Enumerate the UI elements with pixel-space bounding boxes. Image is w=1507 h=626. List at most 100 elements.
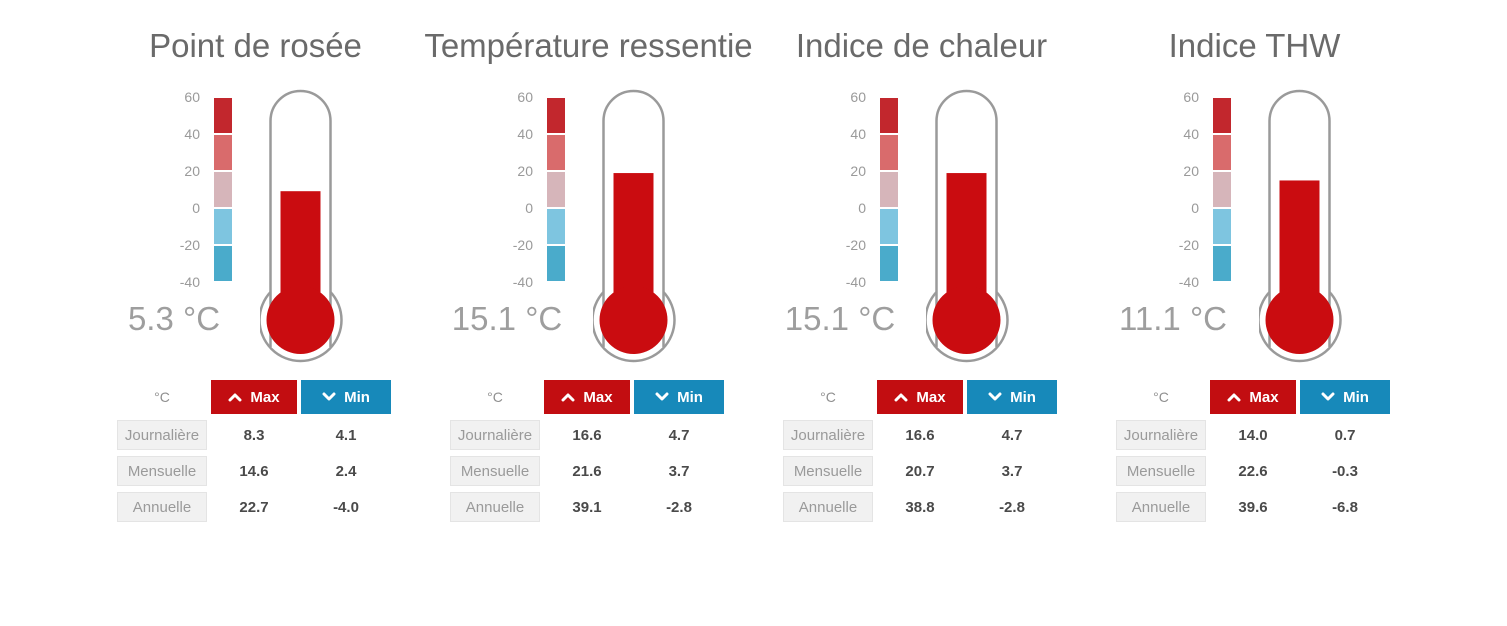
scale-segment-mild [214,172,232,207]
scale-segment-hot [547,98,565,133]
current-reading: 5.3 °C [89,300,259,338]
color-scale [547,98,565,283]
current-unit: °C [858,300,896,337]
scale-tick: -20 [179,237,200,253]
thermometer-icon [260,89,343,363]
gauge-title: Température ressentie [424,27,753,64]
scale-segment-cold [1213,246,1231,281]
yearly-max-value: 22.7 [239,498,269,516]
min-label: Min [677,388,703,406]
mercury-bulb [1265,286,1334,354]
gauge-point-de-rosee: Point de rosée 60 40 20 0 -20 -40 [89,20,422,522]
row-label-mensuelle: Mensuelle [450,456,540,486]
chevron-up-icon [228,393,242,402]
color-scale [1213,98,1231,283]
scale-tick: 40 [517,126,533,142]
scale-segment-warm [547,135,565,170]
scale-tick: -20 [845,237,866,253]
gauge-title: Point de rosée [149,27,362,64]
weather-gauges-panel: Point de rosée 60 40 20 0 -20 -40 [89,20,1421,522]
chevron-up-icon [1227,393,1241,402]
min-label: Min [1343,388,1369,406]
yearly-min-value: -6.8 [1332,498,1358,516]
scale-tick: 60 [850,89,866,105]
scale-tick: 40 [850,126,866,142]
scale-segment-cold [214,246,232,281]
scale-segment-cool [1213,209,1231,244]
row-label-annuelle: Annuelle [783,492,873,522]
current-value: 15.1 [784,300,850,337]
monthly-max-value: 22.6 [1238,462,1268,480]
scale-tick: 20 [850,163,866,179]
yearly-max-value: 39.1 [572,498,602,516]
scale-tick: 0 [525,200,533,216]
monthly-min-value: 3.7 [1001,462,1023,480]
scale-tick: -40 [512,274,533,290]
gauge-title: Indice THW [1168,27,1341,64]
daily-max-value: 14.0 [1238,426,1268,444]
scale-segment-cool [880,209,898,244]
row-label-annuelle: Annuelle [117,492,207,522]
current-value: 15.1 [451,300,517,337]
color-scale [214,98,232,283]
row-label-journaliere: Journalière [450,420,540,450]
max-label: Max [916,388,946,406]
scale-segment-hot [214,98,232,133]
mercury-bulb [599,286,668,354]
row-label-annuelle: Annuelle [1116,492,1206,522]
min-header-button[interactable]: Min [1300,380,1390,414]
max-label: Max [1249,388,1279,406]
stats-table: °C Max Min Journalière 14.0 0.7 Mensuell… [1116,380,1421,522]
scale-tick: 0 [192,200,200,216]
scale-segment-mild [880,172,898,207]
unit-header: °C [487,389,503,405]
row-label-mensuelle: Mensuelle [117,456,207,486]
scale-segment-hot [1213,98,1231,133]
scale-tick: 20 [517,163,533,179]
daily-max-value: 8.3 [243,426,265,444]
scale-segment-warm [1213,135,1231,170]
scale-segment-mild [1213,172,1231,207]
max-header-button[interactable]: Max [544,380,630,414]
scale-tick: 0 [1191,200,1199,216]
monthly-min-value: 3.7 [668,462,690,480]
scale-tick: -20 [512,237,533,253]
row-label-journaliere: Journalière [117,420,207,450]
stats-table: °C Max Min Journalière 8.3 4.1 Mensuelle… [117,380,422,522]
thermometer-icon [593,89,676,363]
max-header-button[interactable]: Max [211,380,297,414]
chevron-down-icon [655,392,669,401]
scale-tick: 40 [1183,126,1199,142]
gauge-indice-de-chaleur: Indice de chaleur 60 40 20 0 -20 -40 [755,20,1088,522]
mercury-bulb [932,286,1001,354]
max-header-button[interactable]: Max [877,380,963,414]
yearly-max-value: 39.6 [1238,498,1268,516]
min-header-button[interactable]: Min [301,380,391,414]
min-header-button[interactable]: Min [634,380,724,414]
daily-max-value: 16.6 [905,426,935,444]
thermometer-gauge: 60 40 20 0 -20 -40 11.1 °C [1088,88,1421,366]
chevron-down-icon [322,392,336,401]
scale-tick: 60 [517,89,533,105]
row-label-mensuelle: Mensuelle [1116,456,1206,486]
unit-header: °C [154,389,170,405]
chevron-up-icon [894,393,908,402]
row-label-journaliere: Journalière [1116,420,1206,450]
max-header-button[interactable]: Max [1210,380,1296,414]
current-unit: °C [1189,300,1227,337]
min-header-button[interactable]: Min [967,380,1057,414]
thermometer-gauge: 60 40 20 0 -20 -40 15.1 °C [755,88,1088,366]
current-reading: 15.1 °C [422,300,592,338]
gauge-temperature-ressentie: Température ressentie 60 40 20 0 -20 -40 [422,20,755,522]
scale-segment-cool [214,209,232,244]
yearly-min-value: -2.8 [999,498,1025,516]
scale-tick: -40 [845,274,866,290]
scale-tick: 40 [184,126,200,142]
scale-tick: -40 [1178,274,1199,290]
stats-table: °C Max Min Journalière 16.6 4.7 Mensuell… [783,380,1088,522]
color-scale [880,98,898,283]
yearly-min-value: -2.8 [666,498,692,516]
daily-min-value: 4.1 [335,426,357,444]
gauge-indice-thw: Indice THW 60 40 20 0 -20 -40 [1088,20,1421,522]
monthly-max-value: 14.6 [239,462,269,480]
